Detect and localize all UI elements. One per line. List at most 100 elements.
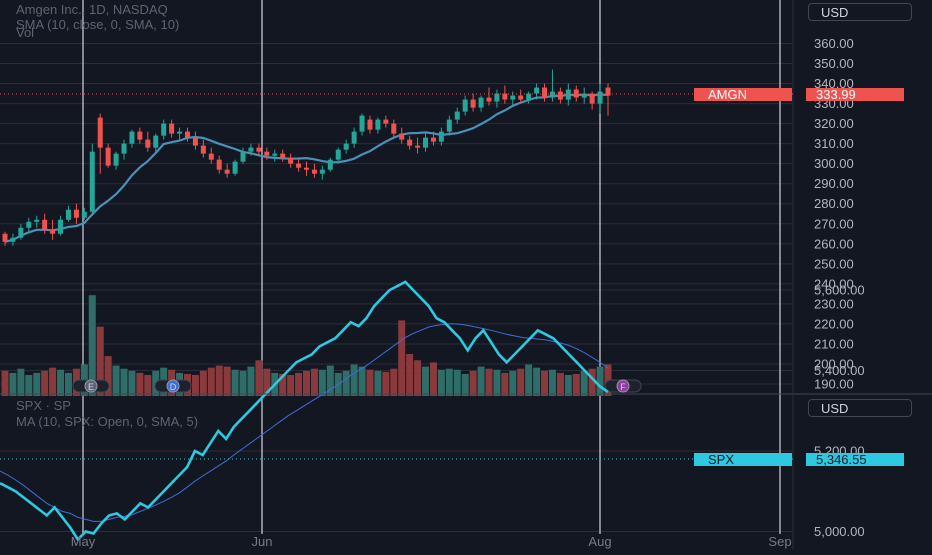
candle-body	[430, 137, 436, 142]
symbol-title[interactable]: Amgen Inc., 1D, NASDAQ	[16, 2, 168, 17]
volume-bar	[191, 375, 199, 396]
volume-bar	[120, 368, 128, 396]
price-tick-label: 290.00	[814, 176, 854, 191]
candle-body	[383, 119, 389, 124]
candle-body	[129, 131, 135, 144]
price-tick-label: 240.00	[814, 276, 854, 291]
candle-body	[177, 131, 183, 134]
volume-bar	[453, 369, 461, 396]
candle-body	[462, 99, 468, 112]
candle-body	[351, 131, 357, 144]
volume-bar	[509, 370, 517, 396]
volume-bar	[564, 375, 572, 396]
currency-button-upper[interactable]: USD	[808, 3, 912, 21]
candle-body	[280, 153, 286, 158]
volume-bar	[445, 368, 453, 396]
candle-body	[319, 169, 325, 174]
candle-body	[415, 145, 421, 148]
candle-body	[565, 89, 571, 100]
volume-bar	[541, 370, 549, 396]
candle-body	[153, 135, 159, 148]
candle-body	[518, 95, 524, 100]
event-marker-earnings: E	[72, 379, 110, 393]
candle-body	[192, 137, 198, 146]
candle-body	[486, 97, 492, 102]
volume-bar	[88, 295, 96, 396]
volume-bar	[469, 370, 477, 396]
vol-legend[interactable]: Vol	[16, 25, 35, 40]
volume-bar	[215, 365, 223, 396]
candle-body	[605, 87, 611, 96]
price-tick-label: 190.00	[814, 377, 854, 392]
volume-bar	[64, 372, 72, 396]
event-letter: F	[620, 382, 626, 392]
event-letter: E	[88, 382, 94, 392]
spx-price-label: 5,346.55	[806, 453, 904, 466]
sma-legend[interactable]: SMA (10, close, 0, SMA, 10)	[16, 17, 180, 32]
price-tick-label: 360.00	[814, 36, 854, 51]
candle-body	[335, 149, 341, 160]
candle-body	[494, 93, 500, 102]
volume-bar	[350, 364, 358, 396]
spx-tick-label: 5,400.00	[814, 363, 865, 378]
candle-body	[438, 131, 444, 142]
volume-bar	[247, 366, 255, 396]
event-marker-future-earnings: F	[604, 379, 642, 393]
spx-price-tag: SPX 5,346.55	[694, 453, 904, 466]
time-axis[interactable]: May Jun Aug Sep	[71, 534, 792, 549]
spx-ma-legend[interactable]: MA (10, SPX: Open, 0, SMA, 5)	[16, 414, 199, 429]
candle-body	[423, 137, 429, 148]
volume-bar	[41, 370, 49, 396]
price-tick-label: 210.00	[814, 336, 854, 351]
candle-body	[526, 93, 532, 100]
spx-symbol-label: SPX	[694, 453, 792, 466]
volume-bar	[104, 356, 112, 396]
candle-body	[34, 219, 40, 222]
volume-bar	[9, 372, 17, 396]
candle-body	[2, 233, 8, 242]
volume-bar	[207, 367, 215, 396]
currency-button-lower[interactable]: USD	[808, 399, 912, 417]
volume-bar	[366, 369, 374, 396]
candle-body	[272, 153, 278, 156]
price-axis[interactable]: 360.00350.00340.00330.00320.00310.00300.…	[814, 36, 854, 392]
sma-polyline	[4, 93, 609, 243]
price-tick-label: 220.00	[814, 316, 854, 331]
volume-bar	[223, 366, 231, 396]
candle-body	[534, 87, 540, 94]
volume-bar	[112, 365, 120, 396]
volume-bar	[199, 370, 207, 396]
volume-bar	[477, 366, 485, 396]
volume-bar	[49, 367, 57, 396]
volume-bar	[437, 369, 445, 396]
candle-body	[256, 147, 262, 152]
candle-body	[42, 219, 48, 230]
candle-body	[26, 221, 32, 228]
volume-bar	[461, 373, 469, 396]
spx-legend[interactable]: SPX · SP	[16, 398, 71, 413]
candle-body	[304, 167, 309, 170]
candle-body	[121, 143, 127, 154]
volume-bar	[96, 326, 104, 396]
price-tick-label: 260.00	[814, 236, 854, 251]
candle-body	[145, 139, 151, 148]
volume-bar	[310, 368, 318, 396]
candle-body	[510, 95, 516, 100]
volume-bar	[525, 364, 533, 396]
spx-tick-label: 5,000.00	[814, 524, 865, 539]
volume-bar	[382, 371, 390, 396]
candle-body	[375, 119, 381, 130]
time-tick-label: Aug	[588, 534, 611, 549]
volume-bar	[414, 360, 422, 396]
candle-body	[288, 157, 294, 164]
volume-bar	[501, 372, 509, 396]
price-tick-label: 200.00	[814, 356, 854, 371]
candle-body	[50, 229, 56, 234]
volume-bar	[517, 368, 525, 396]
volume-bar	[57, 369, 65, 396]
volume-bar	[398, 320, 406, 396]
price-tick-label: 250.00	[814, 256, 854, 271]
volume-bar	[588, 368, 596, 396]
